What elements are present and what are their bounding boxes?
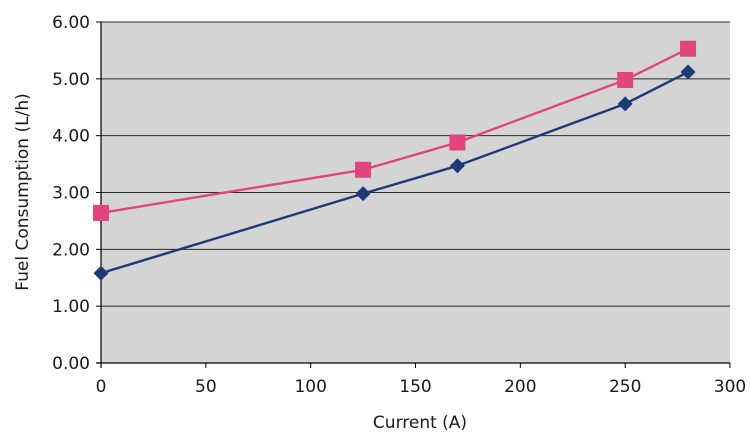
- series-2: [93, 40, 697, 221]
- x-tick-label: 0: [96, 377, 107, 397]
- data-point-diamond: [449, 158, 465, 174]
- data-point-square: [617, 71, 634, 88]
- x-tick-label: 300: [714, 377, 746, 397]
- y-tick-label: 5.00: [52, 70, 90, 90]
- y-tick-label: 0.00: [52, 354, 90, 374]
- x-axis-title: Current (A): [373, 413, 467, 433]
- x-tick-label: 50: [195, 377, 217, 397]
- data-point-square: [355, 161, 372, 178]
- data-point-square: [449, 134, 466, 151]
- x-tick-label: 100: [294, 377, 326, 397]
- y-axis-title: Fuel Consumption (L/h): [13, 93, 33, 290]
- x-tick-label: 150: [399, 377, 431, 397]
- y-tick-label: 1.00: [52, 297, 90, 317]
- y-tick-label: 6.00: [52, 13, 90, 33]
- x-tick-label: 250: [609, 377, 641, 397]
- x-tick-label: 200: [504, 377, 536, 397]
- data-point-square: [680, 40, 697, 57]
- y-axis-ticks: 0.00 1.00 2.00 3.00 4.00 5.00 6.00: [52, 13, 101, 374]
- data-point-diamond: [93, 265, 109, 281]
- y-tick-label: 2.00: [52, 240, 90, 260]
- series-1: [93, 64, 696, 281]
- data-point-diamond: [617, 96, 633, 112]
- data-point-diamond: [355, 186, 371, 202]
- y-tick-label: 4.00: [52, 127, 90, 147]
- series-layer: [93, 40, 697, 281]
- data-point-diamond: [680, 64, 696, 80]
- y-tick-label: 3.00: [52, 184, 90, 204]
- gridlines: [101, 21, 730, 307]
- data-point-square: [93, 204, 109, 221]
- x-axis-ticks: 0 50 100 150 200 250 300: [96, 363, 746, 397]
